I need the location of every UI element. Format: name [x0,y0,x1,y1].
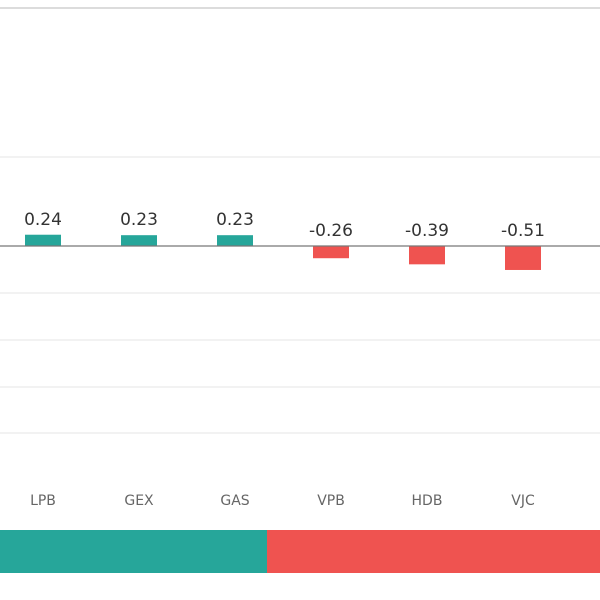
breadth-down [267,530,600,573]
breadth-up [0,530,267,573]
value-label: 0.23 [216,210,254,230]
x-tick-label: LPB [30,493,56,509]
plot: 0.24 LPB 0.23 GEX 0.23 GAS -0.26 VPB -0.39 HDB -0.… [0,210,600,509]
x-tick-label: VPB [317,493,345,509]
bar [409,246,445,265]
value-label: -0.26 [309,221,353,241]
value-label: -0.51 [501,221,545,241]
x-tick-label: HDB [412,493,443,509]
bar [313,246,349,259]
value-label: 0.23 [120,210,158,230]
x-tick-label: GAS [220,493,249,509]
bar [217,235,253,246]
bar [505,246,541,270]
x-tick-label: VJC [511,493,535,509]
bar [25,234,61,246]
value-label: -0.39 [405,221,449,241]
x-tick-label: GEX [124,493,154,509]
value-label: 0.24 [24,210,62,230]
bar [121,235,157,246]
